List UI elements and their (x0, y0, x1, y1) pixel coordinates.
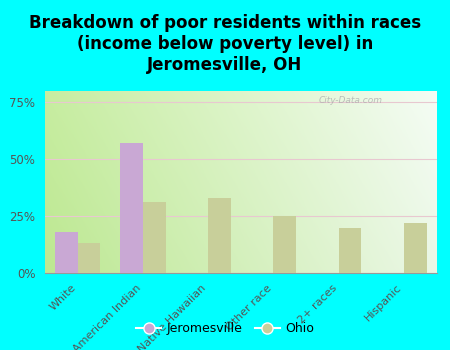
Bar (404, 223, 427, 273)
Bar (338, 228, 361, 273)
Bar (208, 198, 231, 273)
Bar (120, 144, 143, 273)
Text: City-Data.com: City-Data.com (319, 97, 383, 105)
Text: Breakdown of poor residents within races
(income below poverty level) in
Jeromes: Breakdown of poor residents within races… (29, 14, 421, 74)
Bar (274, 216, 296, 273)
Bar (77, 244, 100, 273)
Legend: Jeromesville, Ohio: Jeromesville, Ohio (131, 317, 319, 340)
Bar (55, 232, 77, 273)
Bar (143, 202, 166, 273)
